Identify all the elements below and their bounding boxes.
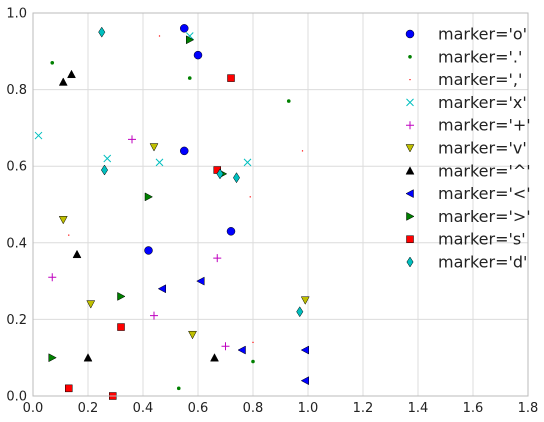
data-point (216, 168, 224, 180)
x-tick-label: 1.6 (463, 401, 484, 416)
data-point (227, 74, 235, 82)
legend-label: marker='v' (438, 139, 527, 158)
legend-marker (408, 55, 412, 59)
y-tick-label: 0.2 (6, 313, 27, 328)
x-tick-label: 1.2 (353, 401, 374, 416)
legend-marker (409, 79, 411, 81)
data-point (50, 60, 55, 65)
x-tick-label: 1.0 (298, 401, 319, 416)
data-point (58, 77, 68, 86)
data-point (86, 300, 96, 309)
data-point (149, 143, 159, 152)
data-point (249, 196, 251, 198)
data-point (213, 254, 222, 263)
data-point (157, 284, 166, 294)
legend-marker (405, 29, 415, 39)
data-point (158, 35, 161, 37)
data-point (237, 345, 246, 355)
legend-label: marker='s' (438, 230, 526, 249)
y-tick-label: 1.0 (6, 7, 27, 22)
data-point (34, 131, 43, 140)
data-point (300, 296, 310, 305)
y-tick-label: 0.6 (6, 160, 27, 175)
data-point (286, 99, 291, 103)
data-point (221, 342, 230, 351)
y-tick-label: 0.8 (6, 83, 27, 98)
legend-marker (406, 211, 415, 221)
data-point (103, 154, 112, 163)
data-point (155, 158, 164, 167)
legend-label: marker='.' (438, 47, 522, 66)
data-point (117, 292, 126, 301)
data-point (83, 353, 93, 362)
data-point (233, 172, 240, 184)
data-point (226, 227, 236, 236)
data-point (252, 341, 254, 343)
legend-label: marker='+' (438, 116, 531, 135)
legend-marker (405, 166, 415, 175)
data-point (101, 164, 108, 176)
data-point (58, 216, 68, 225)
legend-marker (406, 121, 414, 130)
data-point (180, 24, 189, 33)
data-point (300, 345, 309, 355)
x-tick-labels: 0.0 0.2 0.4 0.6 0.8 1.0 1.2 1.4 1.6 1.8 (23, 401, 539, 416)
data-point (296, 306, 304, 318)
data-point (196, 276, 205, 286)
legend-marker (406, 256, 414, 268)
y-tick-labels: 0.0 0.2 0.4 0.6 0.8 1.0 (6, 7, 27, 405)
data-point (251, 359, 255, 364)
legend-marker (406, 235, 414, 243)
y-tick-label: 0.0 (6, 390, 27, 405)
data-point (117, 323, 125, 331)
data-point (128, 135, 136, 144)
data-point (301, 150, 304, 152)
data-point (150, 311, 158, 320)
data-point (180, 146, 189, 156)
x-tick-label: 1.8 (518, 401, 539, 416)
data-point (300, 376, 309, 386)
data-point (48, 273, 57, 282)
x-tick-label: 0.2 (78, 401, 99, 416)
plot-area (33, 13, 528, 396)
legend: marker='o' marker='.' marker=',' marker='x'… (405, 25, 531, 272)
data-point (72, 249, 82, 259)
data-point (187, 76, 192, 80)
legend-marker (405, 144, 415, 153)
data-point (48, 353, 57, 363)
x-tick-label: 0.6 (188, 401, 209, 416)
data-point (186, 35, 195, 45)
data-point (210, 353, 219, 362)
legend-label: marker='<' (438, 184, 531, 203)
legend-label: marker=',' (438, 70, 522, 89)
legend-label: marker='>' (438, 207, 531, 226)
legend-marker (406, 98, 414, 107)
legend-label: marker='d' (438, 253, 527, 272)
y-tick-label: 0.4 (6, 236, 27, 251)
data-point (144, 246, 153, 255)
data-point (193, 50, 203, 60)
x-tick-label: 0.0 (23, 401, 44, 416)
legend-marker (405, 189, 414, 199)
legend-label: marker='x' (438, 93, 527, 112)
data-point (243, 158, 252, 167)
x-tick-label: 0.4 (133, 401, 154, 416)
data-point (144, 192, 154, 202)
data-point (98, 26, 106, 38)
x-tick-label: 1.4 (408, 401, 429, 416)
legend-label: marker='^' (438, 161, 531, 180)
data-point (188, 330, 197, 340)
plot-frame (32, 12, 529, 397)
legend-label: marker='o' (438, 25, 527, 44)
data-point (67, 69, 76, 79)
data-point (65, 384, 73, 393)
data-point (68, 234, 70, 236)
x-tick-label: 0.8 (243, 401, 264, 416)
data-point (176, 386, 181, 391)
